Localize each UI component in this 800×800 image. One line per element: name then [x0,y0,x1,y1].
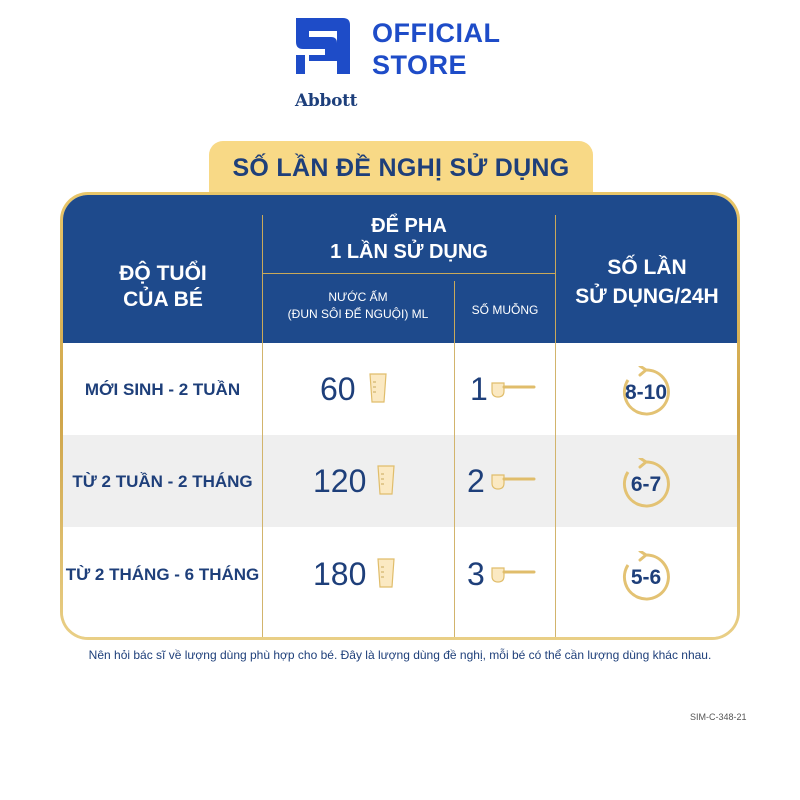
table-header: ĐỘ TUỔI CỦA BÉ ĐỂ PHA 1 LẦN SỬ DỤNG NƯỚC Ấ… [63,195,737,343]
row-scoops: 3 [467,556,485,592]
row-water: 120 [313,463,367,499]
official-store-label: OFFICIAL STORE [372,18,501,80]
row-age: MỚI SINH - 2 TUẦN [84,380,241,399]
scoop-icon [491,567,536,583]
logo-wordmark: Abbott [295,91,358,111]
row-times: 5-6 [630,566,662,589]
page-title: SỐ LẦN ĐỀ NGHỊ SỬ DỤNG [232,154,570,182]
cycle-arrow-icon [622,458,670,508]
scoop-icon [491,382,536,398]
header-scoop: SỐ MUỖNG [471,303,539,317]
cycle-arrow-icon [622,366,670,416]
header-mix: ĐỂ PHA 1 LẦN SỬ DỤNG [330,215,488,263]
row-scoops: 2 [467,463,485,499]
cup-icon [377,465,395,495]
scoop-icon [491,474,536,490]
row-water: 60 [320,371,356,407]
abbott-logo-icon [296,18,350,74]
row-water: 180 [313,556,367,592]
title-tab: SỐ LẦN ĐỀ NGHỊ SỬ DỤNG [209,141,593,199]
row-times: 6-7 [630,473,662,496]
header-age: ĐỘ TUỔI CỦA BÉ [119,262,207,311]
header-water: NƯỚC ẤM (ĐUN SÔI ĐỂ NGUỘI) ML [287,290,429,321]
row-scoops: 1 [470,371,488,407]
header-times: SỐ LẦN SỬ DỤNG/24H [575,256,719,308]
document-code: SIM-C-348-21 [690,712,747,722]
row-age: TỪ 2 TUẦN - 2 THÁNG [72,472,253,491]
cycle-arrow-icon [622,551,670,601]
row-age: TỪ 2 THÁNG - 6 THÁNG [65,565,260,584]
dosage-table-card: ĐỘ TUỔI CỦA BÉ ĐỂ PHA 1 LẦN SỬ DỤNG NƯỚC Ấ… [60,192,740,640]
cup-icon [369,373,387,403]
row-times: 8-10 [624,381,668,404]
cup-icon [377,558,395,588]
footnote: Nên hỏi bác sĩ về lượng dùng phù hợp cho… [88,648,712,662]
